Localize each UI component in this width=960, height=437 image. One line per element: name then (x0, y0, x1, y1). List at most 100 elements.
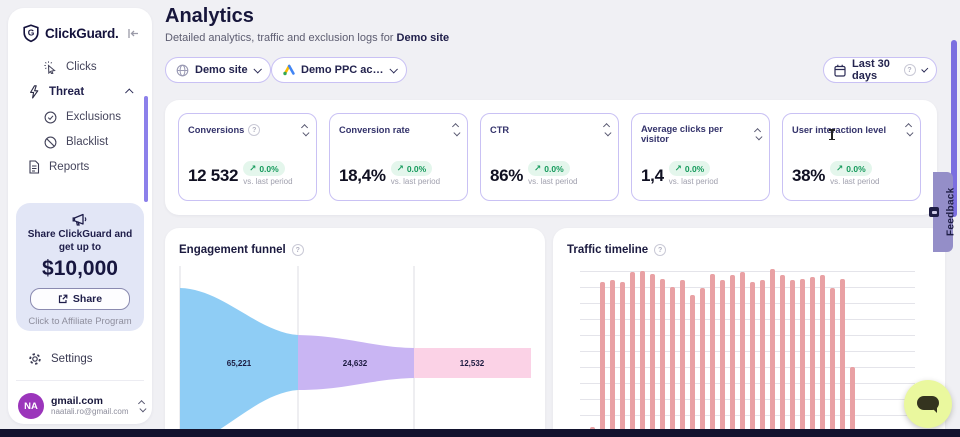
timeline-gridline (580, 303, 915, 304)
sidebar: G ClickGuard. Clicks Threat Exclusions B… (8, 8, 152, 424)
sidebar-item-label: Blacklist (66, 136, 109, 148)
badge-value: 0.0% (684, 163, 705, 174)
trend-badge: ↗ 0.0% (830, 161, 872, 176)
kpi-label: Average clicks per visitor (641, 124, 723, 144)
account-name: gmail.com (51, 395, 103, 407)
timeline-bar (690, 294, 695, 429)
help-icon: ? (654, 244, 667, 256)
funnel-value-label: 12,532 (460, 359, 485, 368)
promo-amount: $10,000 (42, 257, 118, 280)
engagement-funnel-card: Engagement funnel ? 65,221 24,632 12,532 (165, 228, 545, 429)
text-cursor-artifact (829, 129, 835, 140)
timeline-bar (670, 286, 675, 429)
collapse-sidebar-icon[interactable] (127, 28, 140, 39)
timeline-bar (760, 280, 765, 429)
chevron-down-icon (253, 65, 262, 74)
page-scrollbar[interactable] (951, 40, 957, 217)
trend-up-icon: ↗ (534, 163, 542, 173)
timeline-bar (770, 269, 775, 429)
ppc-account-dropdown[interactable]: Demo PPC ac… (271, 57, 407, 83)
sort-icon[interactable] (300, 124, 309, 136)
help-icon: ? (248, 124, 261, 136)
account-switcher[interactable]: NA gmail.com naatali.ro@gmail.com (18, 390, 146, 422)
sort-icon[interactable] (602, 123, 611, 136)
timeline-bar (630, 272, 635, 429)
funnel-value-label: 24,632 (343, 359, 368, 368)
sort-icon[interactable] (753, 128, 762, 140)
kpi-value: 38% (792, 166, 826, 185)
help-icon: ? (903, 64, 916, 76)
trend-badge: ↗ 0.0% (243, 161, 285, 176)
timeline-gridline (580, 399, 915, 400)
timeline-bar (780, 275, 785, 429)
timeline-bar (710, 273, 715, 429)
calendar-icon (834, 64, 846, 77)
sidebar-item-exclusions[interactable]: Exclusions (8, 106, 174, 128)
timeline-bar (730, 275, 735, 429)
timeline-gridline (580, 287, 915, 288)
sidebar-item-clicks[interactable]: Clicks (8, 56, 174, 78)
globe-icon (176, 64, 189, 77)
timeline-chart-title: Traffic timeline (567, 244, 649, 256)
trend-up-icon: ↗ (836, 163, 844, 173)
kpi-card-interaction-level: User interaction level 38% ↗ 0.0% vs. las… (782, 113, 921, 201)
promo-message: Share ClickGuard and get up to (27, 229, 133, 253)
share-button-label: Share (72, 293, 103, 305)
kpi-card-avg-clicks: Average clicks per visitor 1,4 ↗ 0.0% vs.… (631, 113, 770, 201)
sort-icon[interactable] (451, 123, 460, 136)
logo[interactable]: G ClickGuard. (22, 22, 140, 44)
kpi-card-ctr: CTR 86% ↗ 0.0% vs. last period (480, 113, 619, 201)
date-range-dropdown[interactable]: Last 30 days ? (823, 57, 937, 83)
kpi-period-label: vs. last period (830, 177, 880, 186)
gear-icon (28, 352, 42, 366)
sort-icon[interactable] (904, 123, 913, 136)
kpi-label: CTR (490, 124, 510, 135)
kpi-value: 12 532 (188, 166, 239, 185)
trend-badge: ↗ 0.0% (668, 161, 711, 176)
feedback-tab[interactable]: Feedback (929, 172, 957, 252)
kpi-label: Conversion rate (339, 124, 410, 135)
sidebar-item-threat[interactable]: Threat (8, 81, 158, 103)
ppc-account-value: Demo PPC ac… (301, 64, 384, 76)
timeline-bar (660, 278, 665, 429)
share-button[interactable]: Share (30, 288, 130, 310)
site-selector-dropdown[interactable]: Demo site (165, 57, 271, 83)
sidebar-item-reports[interactable]: Reports (8, 156, 158, 178)
sidebar-item-blacklist[interactable]: Blacklist (8, 131, 174, 153)
sidebar-scrollbar[interactable] (144, 96, 148, 202)
funnel-stage-engaged[interactable] (298, 335, 414, 390)
kpi-period-label: vs. last period (390, 177, 441, 186)
kpi-card-conversions: Conversions ? 12 532 ↗ 0.0% vs. last peri… (178, 113, 317, 201)
badge-value: 0.0% (259, 163, 279, 174)
account-email: naatali.ro@gmail.com (51, 407, 129, 416)
svg-text:G: G (28, 27, 35, 37)
trend-up-icon: ↗ (249, 163, 257, 173)
funnel-stage-converted[interactable] (414, 348, 531, 378)
chevron-down-icon (920, 65, 929, 73)
sidebar-item-label: Clicks (66, 61, 97, 73)
funnel-chart: 65,221 24,632 12,532 (179, 266, 531, 429)
funnel-stage-visitors[interactable] (180, 288, 298, 429)
timeline-bar (820, 275, 825, 429)
chat-launcher-button[interactable] (904, 380, 952, 428)
funnel-value-label: 65,221 (227, 359, 252, 368)
funnel-chart-title: Engagement funnel (179, 244, 286, 256)
megaphone-icon (16, 212, 144, 228)
affiliate-promo-card: Share ClickGuard and get up to $10,000 S… (16, 203, 144, 331)
kpi-value: 86% (490, 166, 524, 185)
affiliate-program-link[interactable]: Click to Affiliate Program (28, 316, 132, 327)
trend-up-icon: ↗ (396, 163, 404, 173)
avatar: NA (18, 393, 44, 419)
timeline-bar (590, 427, 595, 429)
sidebar-item-settings[interactable]: Settings (28, 348, 138, 370)
sidebar-item-label: Reports (49, 161, 90, 173)
timeline-bar (600, 281, 605, 429)
timeline-bar (700, 288, 705, 429)
badge-value: 0.0% (406, 163, 427, 174)
bottom-edge-bar (0, 429, 960, 437)
timeline-bar (810, 277, 815, 429)
shield-logo-icon: G (22, 23, 40, 43)
timeline-bar (800, 278, 805, 429)
timeline-gridline (580, 383, 915, 384)
